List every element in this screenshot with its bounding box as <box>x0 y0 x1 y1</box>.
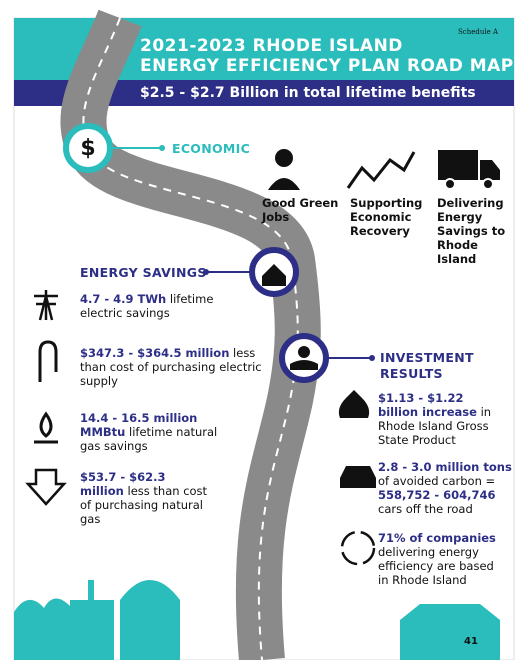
energy-item: $53.7 - $62.3 million less than cost of … <box>80 470 210 526</box>
truck-cab <box>480 160 500 180</box>
dollar-glyph: $ <box>80 136 95 161</box>
economic-label: Supporting Economic Recovery <box>350 196 423 238</box>
schedule-label: Schedule A <box>458 28 499 36</box>
investment-item: 2.8 - 3.0 million tons of avoided carbon… <box>378 460 513 516</box>
truck-wheel <box>482 178 494 190</box>
section-heading: ENERGY SAVINGS <box>80 265 207 280</box>
economic-icon <box>63 123 113 173</box>
text-part: 2.8 - 3.0 million tons <box>378 460 512 474</box>
skyline-barn <box>120 580 180 660</box>
title-line: 2021-2023 RHODE ISLAND <box>140 36 403 56</box>
text-part: lifetime electric savings <box>80 292 214 320</box>
flame-icon <box>34 411 58 444</box>
growth-icon <box>346 151 416 189</box>
economic-label: Good Green Jobs <box>262 196 339 224</box>
text-part: 71% of companies <box>378 531 496 545</box>
connector-dot <box>203 269 209 275</box>
page-number: 41 <box>464 636 478 647</box>
text-part: 14.4 - 16.5 million MMBtu <box>80 411 198 439</box>
section-heading: ECONOMIC <box>172 141 251 156</box>
worker-icon <box>275 149 293 167</box>
banner-text: $2.5 - $2.7 Billion in total lifetime be… <box>140 85 476 101</box>
investment-item: $1.13 - $1.22 billion increase in Rhode … <box>378 391 503 447</box>
gas-price-icon <box>25 468 67 506</box>
cycle-icon <box>340 530 376 566</box>
truck-wheel <box>444 178 456 190</box>
text-part: $53.7 - $62.3 million <box>80 470 166 498</box>
section-heading: INVESTMENT RESULTS <box>380 350 474 381</box>
truck-icon <box>438 150 478 180</box>
text-part: less than cost of purchasing natural gas <box>80 484 208 526</box>
text-part: 4.7 - 4.9 TWh <box>80 292 167 306</box>
energy-item: $347.3 - $364.5 million less than cost o… <box>80 346 280 388</box>
connector-dot <box>159 145 165 151</box>
plug-icon <box>38 340 58 382</box>
house-glyph <box>262 264 286 286</box>
hand-glyph <box>290 360 318 370</box>
title-line: ENERGY EFFICIENCY PLAN ROAD MAP <box>140 56 514 76</box>
energy-item: 4.7 - 4.9 TWh lifetime electric savings <box>80 292 250 320</box>
text-part: cars off the road <box>378 502 473 516</box>
text-part: lifetime natural gas savings <box>80 425 218 453</box>
text-part: less than cost of purchasing electric su… <box>80 346 262 388</box>
coin-glyph <box>298 346 310 358</box>
investment-item: 71% of companies delivering energy effic… <box>378 531 503 587</box>
worker-body <box>268 178 300 190</box>
text-part: delivering energy efficiency are based i… <box>378 545 494 587</box>
skyline-left <box>14 580 114 660</box>
text-part: 558,752 - 604,746 <box>378 488 496 502</box>
money-bag-icon <box>338 390 370 418</box>
car-icon <box>340 466 376 488</box>
energy-item: 14.4 - 16.5 million MMBtu lifetime natur… <box>80 411 230 453</box>
text-part: $347.3 - $364.5 million <box>80 346 230 360</box>
text-part: $1.13 - $1.22 billion increase <box>378 391 477 419</box>
skyline-house <box>400 604 500 660</box>
connector-dot <box>369 355 375 361</box>
pylon-icon <box>34 290 58 321</box>
text-part: of avoided carbon = <box>378 474 496 488</box>
economic-label: Delivering Energy Savings to Rhode Islan… <box>437 196 506 266</box>
text-part: in Rhode Island Gross State Product <box>378 405 492 447</box>
